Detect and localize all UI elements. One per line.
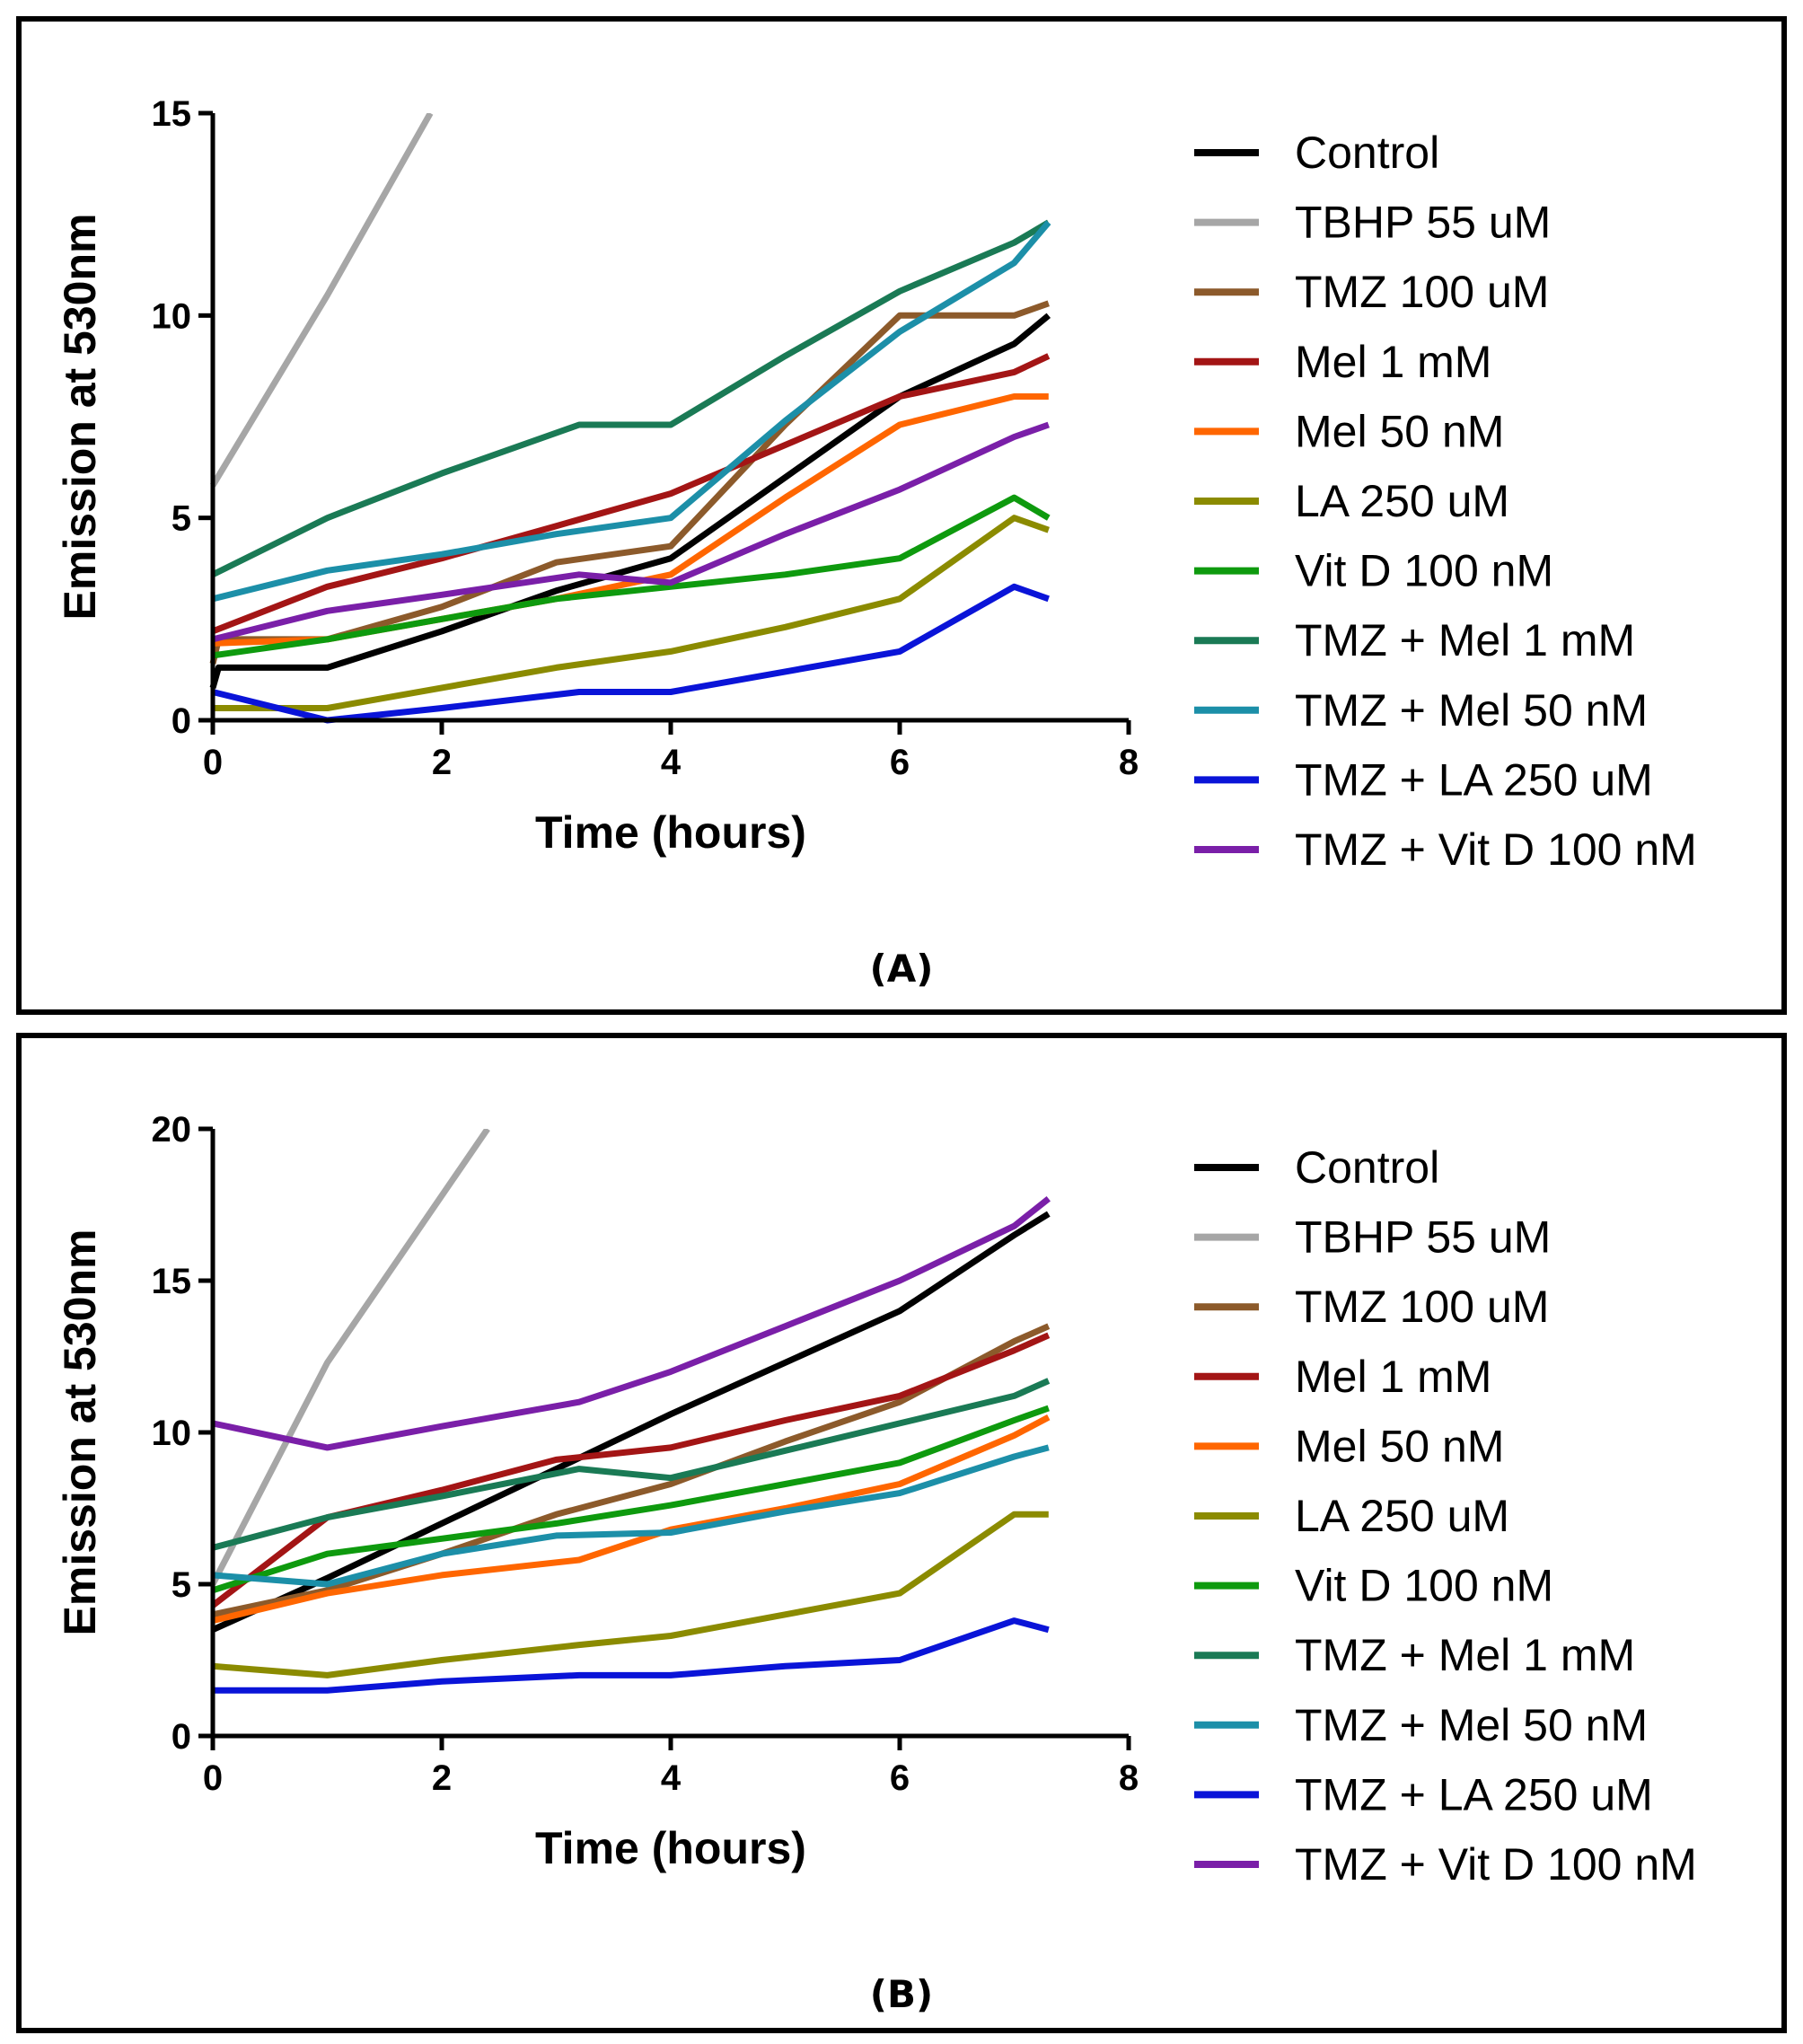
legend-label-6: LA 250 uM [1295,476,1509,526]
legend-label-5: Mel 50 nM [1295,406,1504,456]
y-tick-label: 0 [172,701,191,741]
y-tick-label: 15 [152,94,192,134]
series-line-4 [211,353,1051,635]
legend-label-8: TMZ + Mel 1 mM [1295,1630,1635,1680]
legend-label-4: Mel 1 mM [1295,1352,1491,1402]
legend-label-3: TMZ 100 uM [1295,1282,1549,1332]
panel-a: 0 2 4 6 8 0 5 10 15 Time (hours) Emission at 530nm… [16,16,1787,1015]
y-tick-label: 10 [152,1414,192,1453]
series-line-6 [212,1511,1049,1678]
series-line-9 [212,220,1051,603]
legend-label-7: Vit D 100 nM [1295,546,1553,596]
y-tick-label: 20 [152,1110,192,1150]
legend-label-10: TMZ + LA 250 uM [1295,754,1653,805]
panel-b: 0 2 4 6 8 0 5 10 15 20 Time (hours) Emission at 530… [16,1033,1787,2033]
x-axis-title: Time (hours) [535,1823,806,1873]
legend-label-4: Mel 1 mM [1295,337,1491,387]
series-line-6 [213,515,1050,711]
legend-label-3: TMZ 100 uM [1295,267,1549,317]
x-tick-label: 0 [203,1758,223,1798]
y-tick-label: 5 [172,1565,191,1605]
y-tick-label: 10 [152,296,192,336]
x-tick-label: 2 [432,743,452,782]
series-line-10 [213,1617,1050,1694]
series-line-1 [211,1211,1051,1633]
x-tick-label: 4 [661,743,682,782]
legend-label-1: Control [1295,1142,1439,1193]
plot-area [209,1129,1051,1694]
legend-label-5: Mel 50 nM [1295,1421,1504,1471]
legend-label-2: TBHP 55 uM [1295,198,1551,248]
legend-label-1: Control [1295,128,1439,178]
series-line-8 [212,1378,1051,1551]
x-tick-label: 8 [1119,1758,1139,1798]
x-tick-label: 4 [661,1758,682,1798]
legend-label-7: Vit D 100 nM [1295,1561,1553,1611]
chart-a: 0 2 4 6 8 0 5 10 15 Time (hours) Emission at 530nm… [55,94,1697,875]
y-axis-title: Emission at 530nm [55,1229,105,1636]
panel-label-a: (A) [869,947,934,991]
series-line-11 [212,1195,1051,1451]
series-line-4 [210,1332,1051,1608]
chart-b: 0 2 4 6 8 0 5 10 15 20 Time (hours) Emission at 530… [55,1110,1697,1890]
panel-label-b: (B) [869,1972,934,2016]
legend-label-11: TMZ + Vit D 100 nM [1295,824,1697,875]
series-line-11 [212,421,1050,643]
legend-label-2: TBHP 55 uM [1295,1212,1551,1263]
y-tick-label: 0 [172,1717,191,1757]
legend-label-10: TMZ + LA 250 uM [1295,1769,1653,1819]
series-line-2 [210,113,434,488]
series-line-7 [212,494,1051,659]
x-tick-label: 0 [203,743,223,782]
legend-label-9: TMZ + Mel 50 nM [1295,1700,1648,1750]
series-line-2 [209,1129,490,1586]
x-tick-label: 6 [890,743,910,782]
series-line-10 [212,583,1050,724]
x-tick-label: 2 [432,1758,452,1798]
legend-label-8: TMZ + Mel 1 mM [1295,615,1635,665]
legend-label-9: TMZ + Mel 50 nM [1295,685,1648,736]
x-tick-label: 8 [1119,743,1139,782]
legend-label-11: TMZ + Vit D 100 nM [1295,1839,1697,1890]
series-line-8 [211,219,1051,577]
y-tick-label: 5 [172,499,191,539]
x-axis-title: Time (hours) [535,807,806,858]
plot-area [209,113,1051,724]
series-line-9 [212,1444,1050,1588]
series-line-3 [212,1323,1051,1618]
x-tick-label: 6 [890,1758,910,1798]
y-tick-label: 15 [152,1262,192,1301]
y-axis-title: Emission at 530nm [55,214,105,621]
series-line-7 [211,1405,1050,1594]
legend-label-6: LA 250 uM [1295,1491,1509,1541]
